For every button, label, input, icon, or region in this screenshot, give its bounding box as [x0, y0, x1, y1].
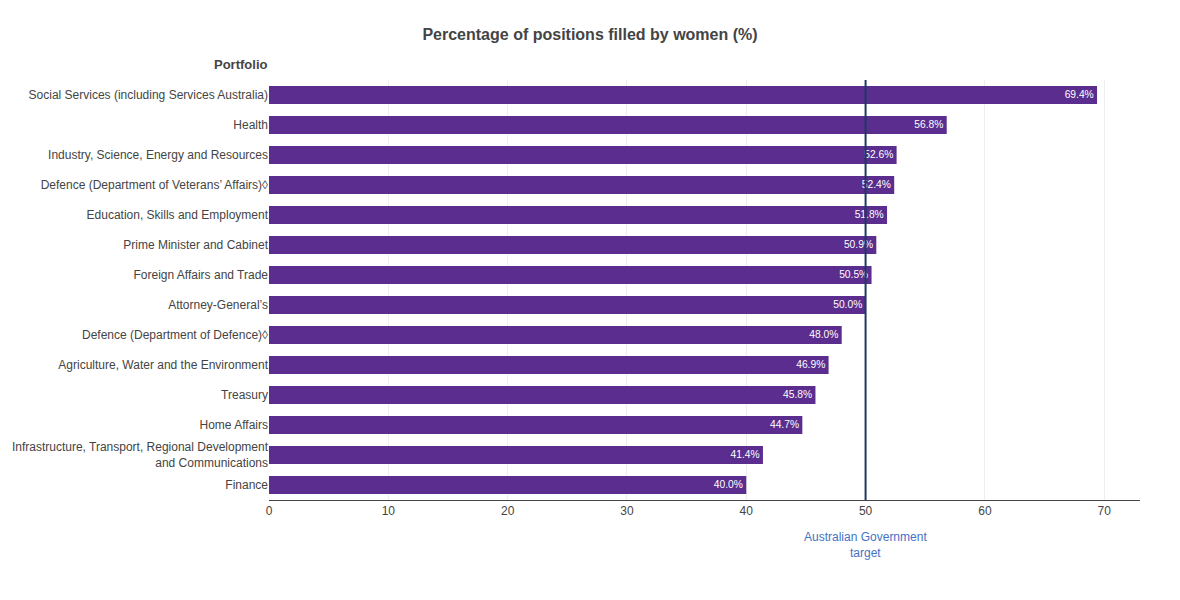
svg-text:Industry, Science, Energy and: Industry, Science, Energy and Resources — [48, 148, 268, 162]
svg-text:40.0%: 40.0% — [714, 479, 743, 490]
svg-text:Infrastructure, Transport, Reg: Infrastructure, Transport, Regional Deve… — [12, 440, 269, 470]
svg-text:60: 60 — [978, 504, 992, 518]
svg-text:30: 30 — [620, 504, 634, 518]
svg-text:Foreign Affairs and Trade: Foreign Affairs and Trade — [133, 268, 268, 282]
svg-text:41.4%: 41.4% — [731, 449, 760, 460]
svg-text:10: 10 — [382, 504, 396, 518]
svg-text:46.9%: 46.9% — [796, 359, 825, 370]
svg-text:48.0%: 48.0% — [809, 329, 838, 340]
svg-text:Defence (Department of Defence: Defence (Department of Defence)◊ — [82, 328, 268, 342]
svg-text:Health: Health — [233, 118, 268, 132]
svg-text:52.6%: 52.6% — [864, 149, 893, 160]
svg-text:69.4%: 69.4% — [1065, 89, 1094, 100]
svg-text:Percentage of positions filled: Percentage of positions filled by women … — [422, 26, 757, 43]
svg-text:40: 40 — [740, 504, 754, 518]
svg-text:Portfolio: Portfolio — [214, 57, 267, 72]
svg-text:52.4%: 52.4% — [862, 179, 891, 190]
svg-text:56.8%: 56.8% — [914, 119, 943, 130]
svg-text:50.5%: 50.5% — [839, 269, 868, 280]
svg-text:Education, Skills and Employme: Education, Skills and Employment — [87, 208, 269, 222]
svg-text:Home Affairs: Home Affairs — [200, 418, 268, 432]
svg-text:44.7%: 44.7% — [770, 419, 799, 430]
svg-text:Treasury: Treasury — [221, 388, 268, 402]
svg-text:70: 70 — [1098, 504, 1112, 518]
svg-text:Attorney-General’s: Attorney-General’s — [168, 298, 268, 312]
svg-text:Agriculture, Water and the Env: Agriculture, Water and the Environment — [58, 358, 268, 372]
svg-text:45.8%: 45.8% — [783, 389, 812, 400]
svg-text:Australian Governmenttarget: Australian Governmenttarget — [804, 530, 927, 560]
svg-text:Finance: Finance — [225, 478, 268, 492]
svg-text:51.8%: 51.8% — [855, 209, 884, 220]
svg-text:0: 0 — [266, 504, 273, 518]
svg-text:50: 50 — [859, 504, 873, 518]
svg-text:20: 20 — [501, 504, 515, 518]
svg-text:50.0%: 50.0% — [833, 299, 862, 310]
svg-text:50.9%: 50.9% — [844, 239, 873, 250]
svg-text:Social Services (including Ser: Social Services (including Services Aust… — [29, 88, 268, 102]
svg-text:Defence (Department of Veteran: Defence (Department of Veterans’ Affairs… — [41, 178, 268, 192]
svg-text:Prime Minister and Cabinet: Prime Minister and Cabinet — [123, 238, 268, 252]
